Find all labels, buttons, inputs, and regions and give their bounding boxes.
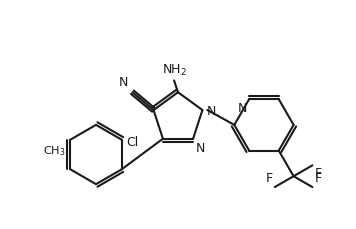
Text: N: N xyxy=(196,142,205,155)
Text: F: F xyxy=(266,172,273,185)
Text: F: F xyxy=(314,167,321,180)
Text: Cl: Cl xyxy=(127,136,139,149)
Text: N: N xyxy=(119,76,129,89)
Text: N: N xyxy=(206,104,216,117)
Text: N: N xyxy=(238,102,247,115)
Text: F: F xyxy=(314,172,321,185)
Text: CH$_3$: CH$_3$ xyxy=(43,145,66,158)
Text: NH$_2$: NH$_2$ xyxy=(162,63,187,79)
